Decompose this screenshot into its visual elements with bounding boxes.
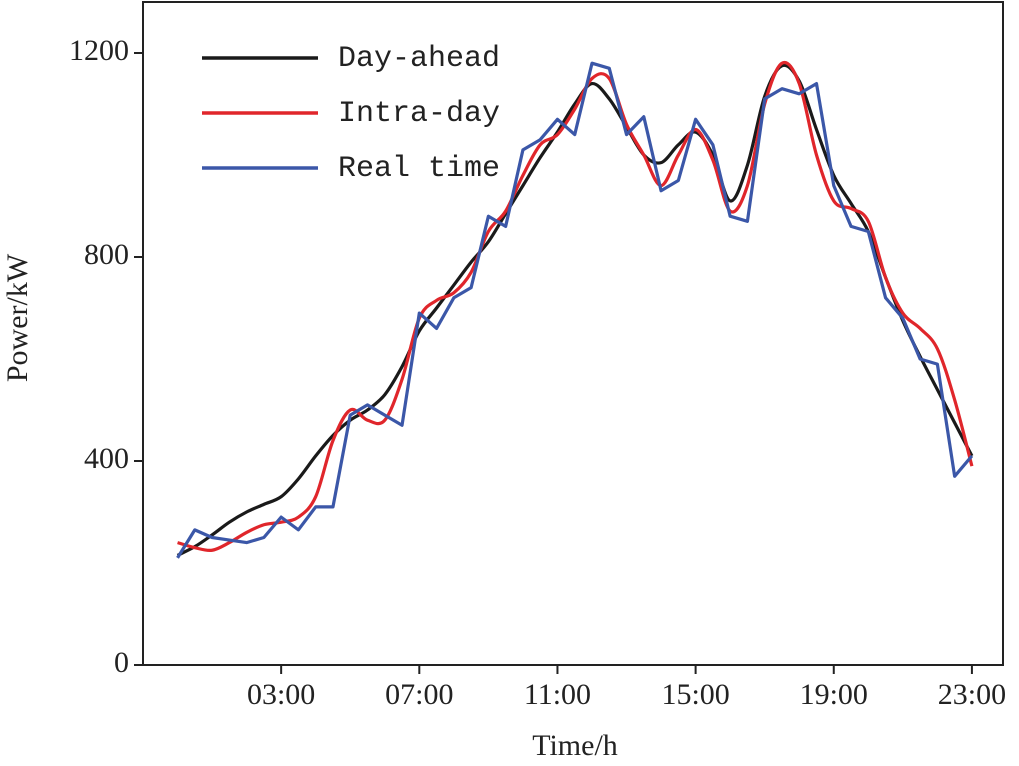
legend-label: Day-ahead [338,42,500,76]
series-line [176,61,974,559]
x-axis-label: Time/h [532,729,618,762]
series-line [177,60,974,553]
x-tick-label: 11:00 [524,678,591,711]
y-tick-label: 800 [84,238,129,271]
x-tick-label: 03:00 [247,678,315,711]
x-tick-label: 15:00 [661,678,729,711]
x-tick-label: 07:00 [385,678,453,711]
legend-label: Intra-day [338,97,500,131]
y-tick-label: 400 [84,442,129,475]
plot-frame [142,1,1004,666]
y-tick-label: 1200 [69,34,129,67]
series-line [176,63,974,557]
y-axis-label: Power/kW [1,253,34,382]
legend-label: Real time [338,152,500,186]
x-tick-label: 19:00 [800,678,868,711]
y-tick-label: 0 [114,646,129,679]
x-tick-label: 23:00 [938,678,1006,711]
